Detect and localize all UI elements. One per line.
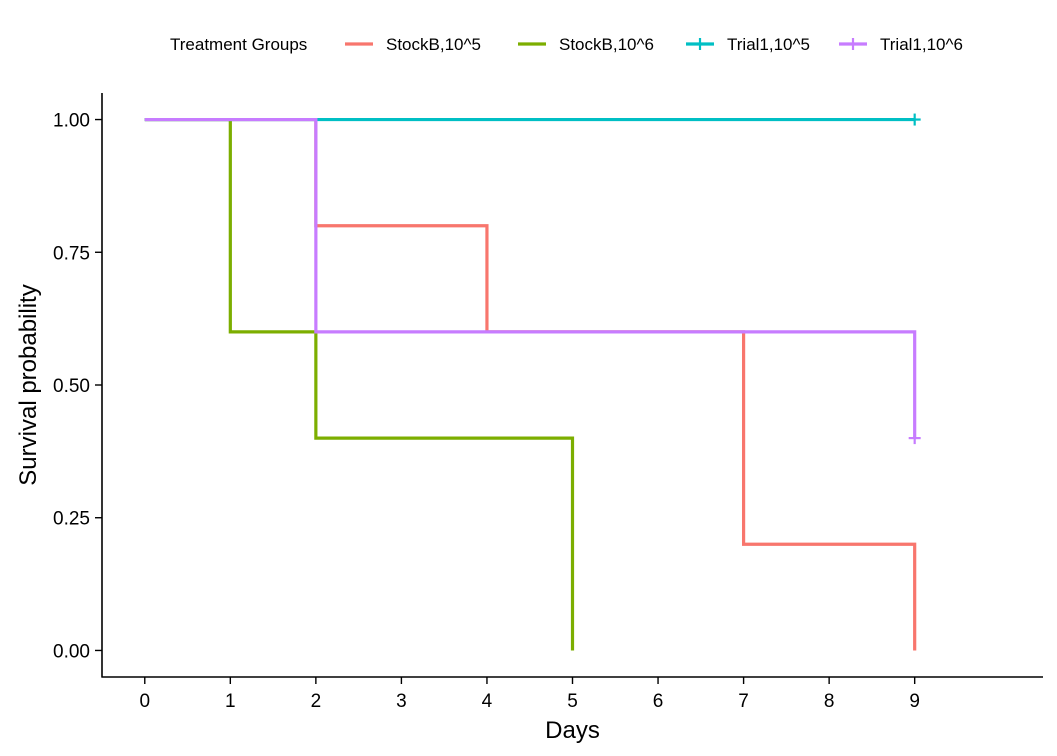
y-tick-label-3: 0.75 bbox=[53, 243, 90, 264]
x-tick-label-6: 6 bbox=[653, 691, 664, 712]
y-tick-label-1: 0.25 bbox=[53, 509, 90, 530]
x-tick-label-2: 2 bbox=[311, 691, 322, 712]
legend-title: Treatment Groups bbox=[170, 35, 307, 54]
x-tick-label-1: 1 bbox=[225, 691, 236, 712]
legend-label-3: Trial1,10^5 bbox=[727, 35, 810, 54]
legend-item-1: StockB,10^5 bbox=[345, 35, 481, 54]
x-axis-title: Days bbox=[545, 717, 600, 744]
legend-label-2: StockB,10^6 bbox=[559, 35, 654, 54]
x-tick-label-8: 8 bbox=[824, 691, 835, 712]
series-layer bbox=[144, 113, 921, 651]
censor-mark-3-1 bbox=[908, 113, 921, 126]
series-line-2 bbox=[144, 117, 575, 651]
x-tick-label-4: 4 bbox=[482, 691, 493, 712]
censor-mark-4-1 bbox=[908, 432, 921, 445]
y-tick-label-0: 0.00 bbox=[53, 641, 90, 662]
x-tick-label-5: 5 bbox=[567, 691, 578, 712]
legend-item-4: Trial1,10^6 bbox=[839, 35, 963, 54]
legend-item-2: StockB,10^6 bbox=[518, 35, 654, 54]
y-tick-label-4: 1.00 bbox=[53, 111, 90, 132]
axes-layer: 0 1 2 3 4 5 6 7 8 9 0.00 0.25 0.50 0.75 1.00 bbox=[53, 93, 1043, 712]
x-tick-label-9: 9 bbox=[909, 691, 920, 712]
legend-item-3: Trial1,10^5 bbox=[686, 35, 810, 54]
x-tick-label-3: 3 bbox=[396, 691, 407, 712]
y-axis-title: Survival probability bbox=[15, 284, 42, 485]
x-tick-label-0: 0 bbox=[139, 691, 150, 712]
x-tick-label-7: 7 bbox=[738, 691, 749, 712]
legend-label-4: Trial1,10^6 bbox=[880, 35, 963, 54]
legend-label-1: StockB,10^5 bbox=[386, 35, 481, 54]
y-tick-label-2: 0.50 bbox=[53, 376, 90, 397]
series-line-4 bbox=[144, 117, 917, 439]
legend: Treatment Groups StockB,10^5 StockB,10^6 T… bbox=[170, 35, 963, 54]
series-line-1 bbox=[144, 117, 917, 651]
